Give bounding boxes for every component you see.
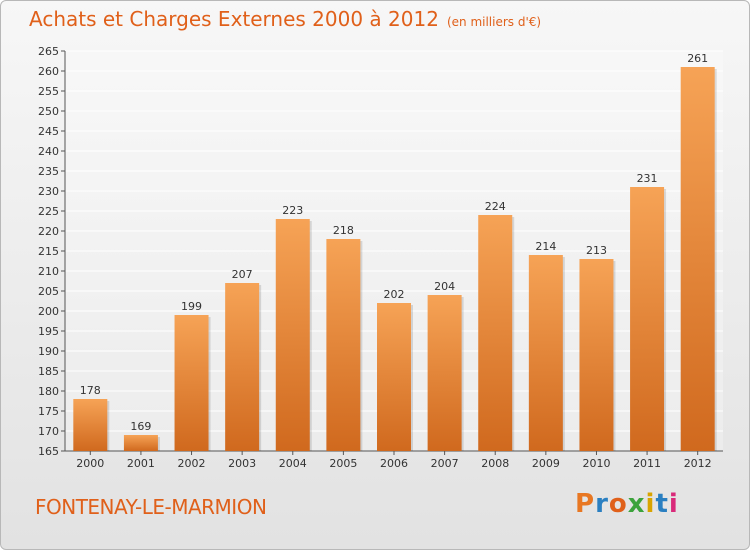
y-tick-label: 250: [38, 105, 59, 118]
bar-2010: [579, 259, 614, 451]
bar-value-label: 231: [637, 172, 658, 185]
y-tick-label: 195: [38, 325, 59, 338]
y-tick-label: 210: [38, 265, 59, 278]
logo-letter: o: [608, 489, 628, 519]
x-tick-label: 2005: [329, 457, 357, 470]
y-tick-label: 190: [38, 345, 59, 358]
logo-letter: t: [655, 489, 669, 519]
x-tick-label: 2001: [127, 457, 155, 470]
proxiti-logo: Proxiti: [575, 489, 679, 519]
y-tick-label: 185: [38, 365, 59, 378]
bar-value-label: 199: [181, 300, 202, 313]
y-tick-label: 220: [38, 225, 59, 238]
x-tick-label: 2009: [532, 457, 560, 470]
x-tick-label: 2000: [76, 457, 104, 470]
y-tick-label: 235: [38, 165, 59, 178]
logo-letter: x: [627, 489, 646, 519]
x-tick-label: 2012: [684, 457, 712, 470]
y-tick-label: 175: [38, 405, 59, 418]
bar-value-label: 204: [434, 280, 455, 293]
bar-value-label: 214: [535, 240, 556, 253]
x-tick-label: 2010: [582, 457, 610, 470]
commune-name: FONTENAY-LE-MARMION: [35, 495, 267, 519]
y-tick-label: 245: [38, 125, 59, 138]
bar-value-label: 169: [130, 420, 151, 433]
bar-2003: [225, 283, 260, 451]
y-tick-label: 240: [38, 145, 59, 158]
logo-letter: P: [575, 489, 596, 519]
bar-2008: [478, 215, 513, 451]
chart-title-text: Achats et Charges Externes 2000 à 2012: [29, 7, 439, 31]
bar-value-label: 202: [384, 288, 405, 301]
y-tick-label: 165: [38, 445, 59, 458]
logo-letter: i: [668, 489, 679, 519]
y-tick-label: 225: [38, 205, 59, 218]
y-tick-label: 200: [38, 305, 59, 318]
y-tick-label: 170: [38, 425, 59, 438]
y-tick-label: 230: [38, 185, 59, 198]
bar-value-label: 207: [232, 268, 253, 281]
logo-letter: r: [595, 489, 609, 519]
bars: [73, 67, 717, 451]
y-tick-label: 255: [38, 85, 59, 98]
bar-value-label: 178: [80, 384, 101, 397]
logo-letter: i: [645, 489, 656, 519]
bar-2004: [275, 219, 310, 451]
y-tick-label: 180: [38, 385, 59, 398]
bar-2011: [630, 187, 665, 451]
y-tick-label: 265: [38, 45, 59, 58]
bar-value-label: 218: [333, 224, 354, 237]
chart-title: Achats et Charges Externes 2000 à 2012 (e…: [29, 7, 541, 31]
bar-value-label: 261: [687, 52, 708, 65]
x-tick-label: 2002: [178, 457, 206, 470]
bar-value-label: 213: [586, 244, 607, 257]
bar-2002: [174, 315, 209, 451]
x-tick-label: 2004: [279, 457, 307, 470]
bar-value-label: 223: [282, 204, 303, 217]
bar-2007: [427, 295, 462, 451]
y-tick-label: 260: [38, 65, 59, 78]
bar-2001: [123, 435, 158, 451]
x-tick-label: 2007: [431, 457, 459, 470]
chart-subtitle: (en milliers d'€): [446, 15, 542, 29]
x-tick-label: 2011: [633, 457, 661, 470]
bar-2000: [73, 399, 108, 451]
bar-2006: [377, 303, 411, 451]
x-tick-label: 2008: [481, 457, 509, 470]
y-tick-label: 205: [38, 285, 59, 298]
labels: 165 170 175 180 185 190 195 200 205 210 215 220 225 2…: [38, 45, 712, 470]
x-tick-label: 2006: [380, 457, 408, 470]
y-tick-label: 215: [38, 245, 59, 258]
bar-2005: [326, 239, 361, 451]
bar-2012: [680, 67, 715, 451]
bar-value-label: 224: [485, 200, 506, 213]
x-tick-label: 2003: [228, 457, 256, 470]
bar-2009: [528, 255, 563, 451]
